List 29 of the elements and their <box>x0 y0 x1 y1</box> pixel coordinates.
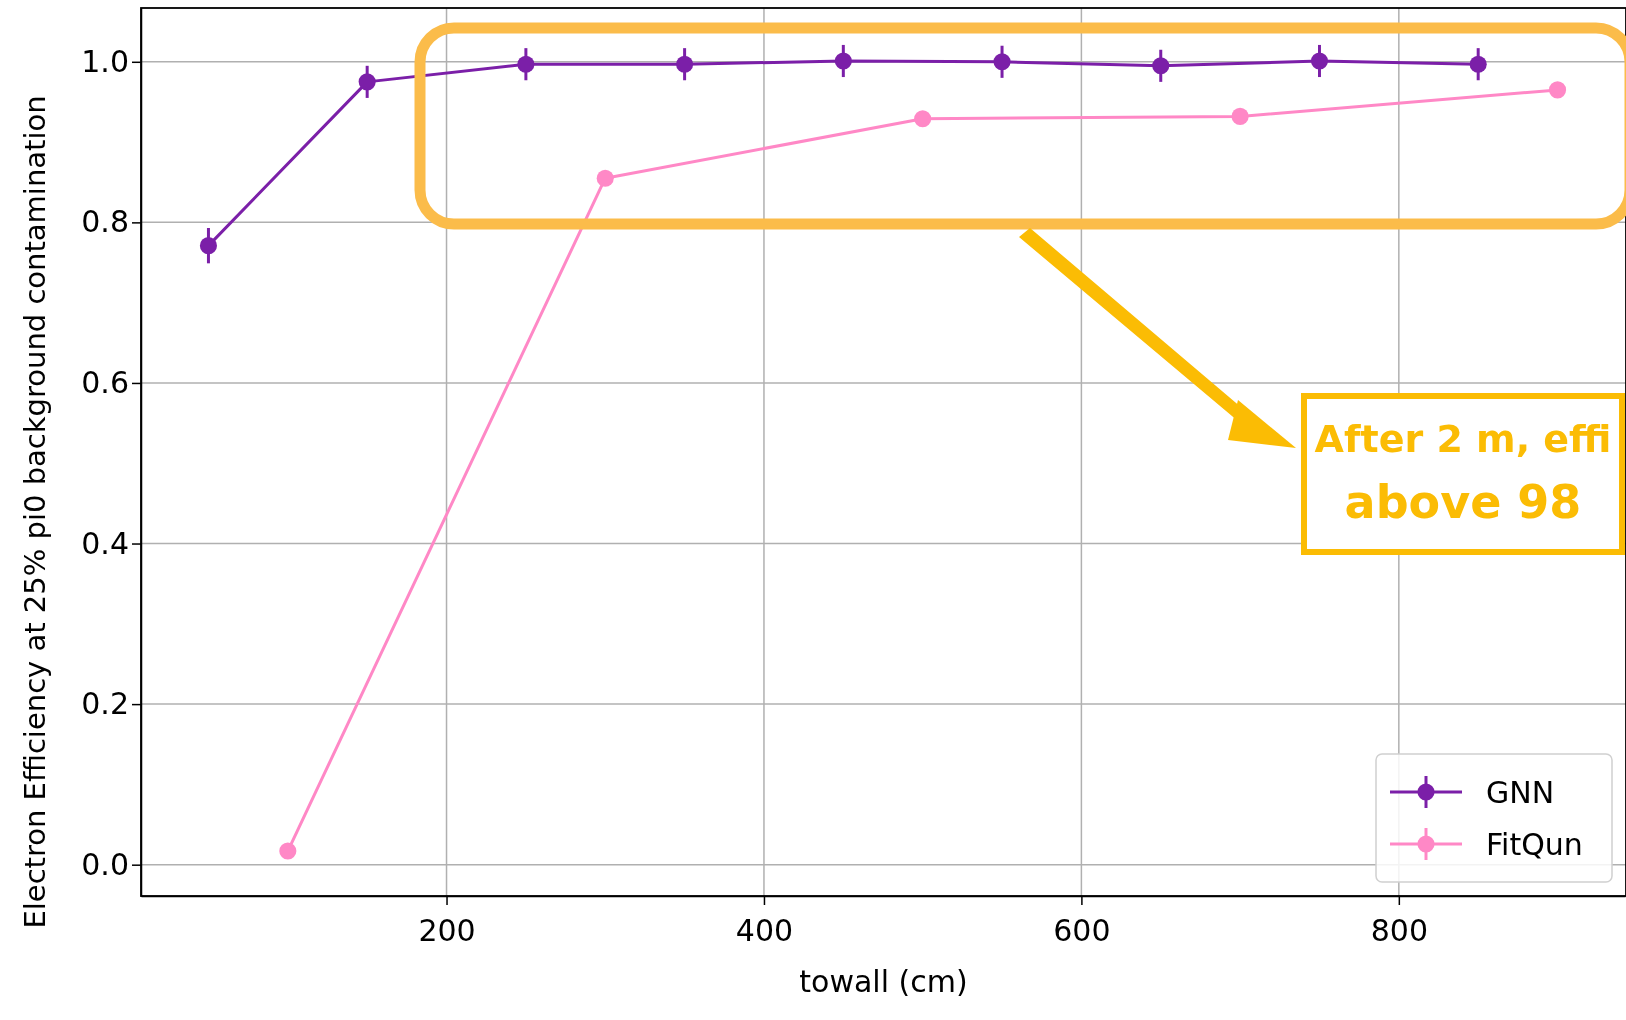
y-tick-label: 0.2 <box>81 686 129 722</box>
legend-label: GNN <box>1486 775 1555 810</box>
point <box>1310 52 1329 70</box>
y-tick-label: 0.6 <box>81 365 129 401</box>
y-tick-label: 1.0 <box>81 43 129 79</box>
x-tick-label: 600 <box>1053 913 1111 948</box>
y-tick-label: 0.4 <box>81 525 129 561</box>
point <box>517 55 535 73</box>
point <box>1231 107 1249 125</box>
y-axis-title: Electron Efficiency at 25% pi0 background contamination <box>18 95 52 929</box>
x-tick-label: 400 <box>735 913 794 948</box>
legend-label: FitQun <box>1486 827 1583 862</box>
point <box>1469 55 1487 73</box>
point <box>914 110 932 128</box>
y-tick-label: 0.0 <box>81 846 129 882</box>
x-axis-title: towall (cm) <box>799 964 968 999</box>
point <box>199 237 218 255</box>
x-tick-label: 800 <box>1370 913 1428 948</box>
point <box>993 53 1011 71</box>
annotation: After 2 m, effi above 98 <box>1314 417 1612 529</box>
point <box>834 52 852 70</box>
point <box>596 169 614 187</box>
point <box>676 55 694 73</box>
x-tick-label: 200 <box>418 913 476 948</box>
point <box>1548 81 1567 99</box>
point <box>358 73 376 91</box>
point <box>1152 57 1170 75</box>
y-tick-label: 0.8 <box>81 204 129 240</box>
point <box>279 842 297 860</box>
